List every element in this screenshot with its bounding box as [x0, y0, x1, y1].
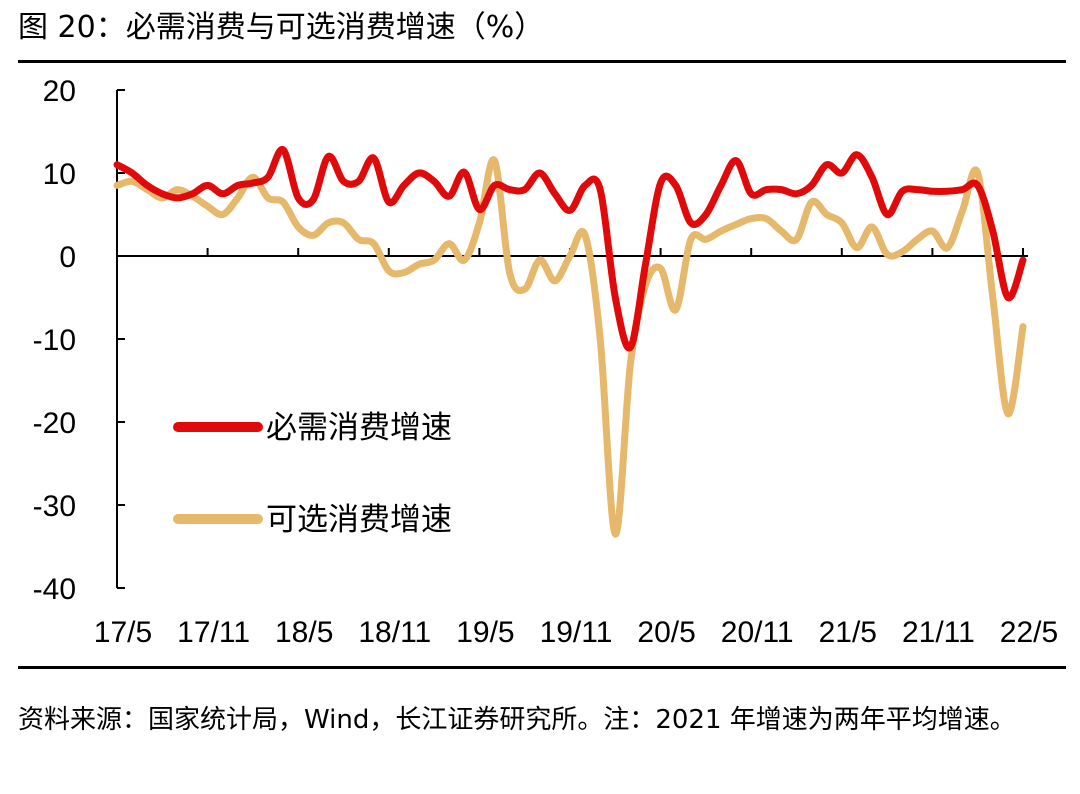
x-tick-label: 19/11: [540, 616, 613, 649]
series-line-necessity: [113, 146, 1027, 352]
y-tick-label: 10: [43, 158, 76, 191]
x-tick-label: 20/11: [721, 616, 794, 649]
x-tick-label: 18/5: [275, 616, 333, 649]
legend-label: 必需消费增速: [266, 410, 452, 446]
axes: [116, 90, 1028, 588]
x-tick-label: 21/11: [902, 616, 975, 649]
x-tick-label: 17/5: [94, 616, 152, 649]
series-group: [113, 146, 1027, 538]
y-axis-ticks: 20 10 0 -10 -20 -30 -40: [33, 75, 125, 606]
x-axis-ticks: 17/5 17/11 18/5 18/11 19/5 19/11 20/5 20/11 21/5…: [94, 248, 1058, 649]
legend-label: 可选消费增速: [266, 502, 452, 538]
bottom-rule: [18, 666, 1066, 669]
y-tick-label: 0: [59, 241, 76, 274]
x-tick-label: 22/5: [1000, 616, 1058, 649]
series-line-discretionary: [113, 156, 1027, 538]
top-rule: [18, 60, 1066, 63]
y-tick-label: 20: [43, 75, 76, 108]
y-tick-label: -30: [33, 490, 76, 523]
chart-area: 20 10 0 -10 -20 -30 -40 17/5 17/11 18/5 18/11 19/5…: [33, 75, 1059, 649]
y-tick-label: -20: [33, 407, 76, 440]
figure-title: 图 20：必需消费与可选消费增速（%）: [18, 10, 545, 45]
y-tick-label: -10: [33, 324, 76, 357]
x-tick-label: 20/5: [637, 616, 695, 649]
x-tick-label: 19/5: [456, 616, 514, 649]
x-tick-label: 18/11: [358, 616, 431, 649]
source-note: 资料来源：国家统计局，Wind，长江证券研究所。注：2021 年增速为两年平均增…: [18, 705, 1016, 735]
y-tick-label: -40: [33, 573, 76, 606]
x-tick-label: 17/11: [177, 616, 250, 649]
x-tick-label: 21/5: [819, 616, 877, 649]
